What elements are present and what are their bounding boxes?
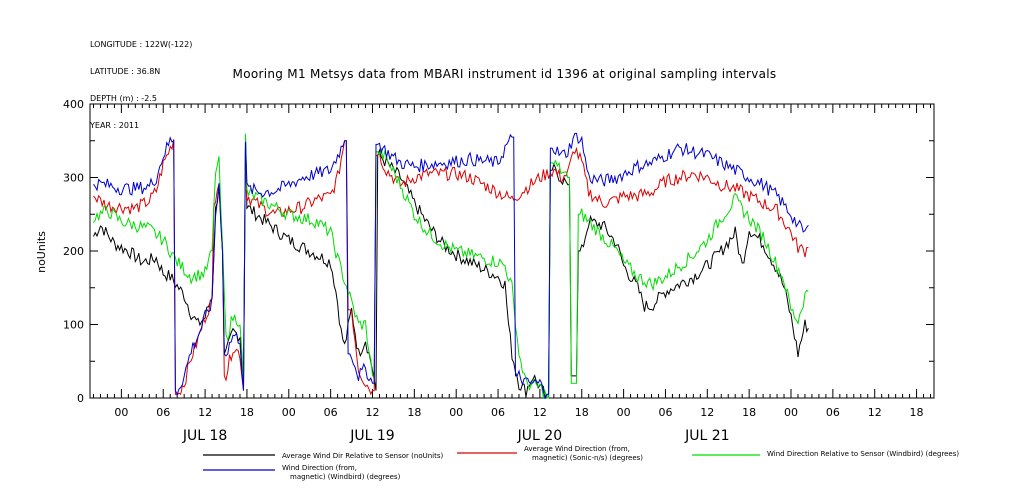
series-line-2 [93,139,809,396]
legend-line: Average Wind Direction (from, [524,445,630,453]
x-tick-label: 00 [784,406,798,419]
meta-longitude: LONGITUDE : 122W(-122) [90,40,193,49]
x-tick-label: 00 [449,406,463,419]
x-tick-label: 06 [491,406,505,419]
x-tick-label: 18 [742,406,756,419]
x-tick-label: 18 [910,406,924,419]
legend-line: magnetic) (Sonic-n/s) (degrees) [532,454,643,462]
y-tick-label: 200 [63,245,84,258]
meta-year: YEAR : 2011 [90,121,140,130]
x-tick-label: 00 [282,406,296,419]
x-tick-label: 18 [240,406,254,419]
x-tick-label: 18 [575,406,589,419]
x-tick-label: 12 [868,406,882,419]
axes-frame [89,103,935,399]
series-line-4 [93,132,809,400]
series-line-3 [93,133,809,399]
x-tick-label: 06 [324,406,338,419]
x-tick-label: 06 [156,406,170,419]
x-tick-label: 12 [198,406,212,419]
x-tick-label: 06 [658,406,672,419]
legend-label-2: Average Wind Direction (from, magnetic) (… [524,445,643,462]
x-tick-label: 12 [365,406,379,419]
x-tick-label: 12 [533,406,547,419]
legend-label-3: Wind Direction Relative to Sensor (Windb… [767,450,959,458]
x-tick-label: 12 [700,406,714,419]
chart-title: Mooring M1 Metsys data from MBARI instru… [232,67,777,81]
meta-depth: DEPTH (m) : -2.5 [90,94,157,103]
series-line-1 [93,137,809,399]
legend-line: magnetic) (Windbird) (degrees) [290,473,401,481]
legend-label-1: Average Wind Dir Relative to Sensor (noU… [282,452,443,460]
legend: Average Wind Dir Relative to Sensor (noU… [203,445,959,481]
y-tick-label: 0 [77,392,84,405]
y-tick-label: 300 [63,172,84,185]
date-label: JUL 21 [684,428,729,444]
legend-label-4: Wind Direction (from, magnetic) (Windbird… [282,464,401,481]
axis-labels: 0 100 200 300 400 00 06 12 18 00 06 12 18 00 06 12 18 00 0… [63,98,924,444]
date-label: JUL 20 [517,428,562,444]
y-tick-label: 100 [63,319,84,332]
meta-latitude: LATITUDE : 36.8N [90,67,161,76]
x-tick-label: 06 [826,406,840,419]
legend-line: Wind Direction (from, [282,464,357,472]
metadata-block: LONGITUDE : 122W(-122) LATITUDE : 36.8N … [90,22,192,139]
y-tick-label: 400 [63,98,84,111]
series-lines [93,132,809,400]
x-tick-label: 18 [407,406,421,419]
x-tick-label: 00 [617,406,631,419]
y-axis-label: noUnits [35,231,48,273]
date-label: JUL 19 [349,428,394,444]
date-label: JUL 18 [182,428,227,444]
x-tick-label: 00 [114,406,128,419]
